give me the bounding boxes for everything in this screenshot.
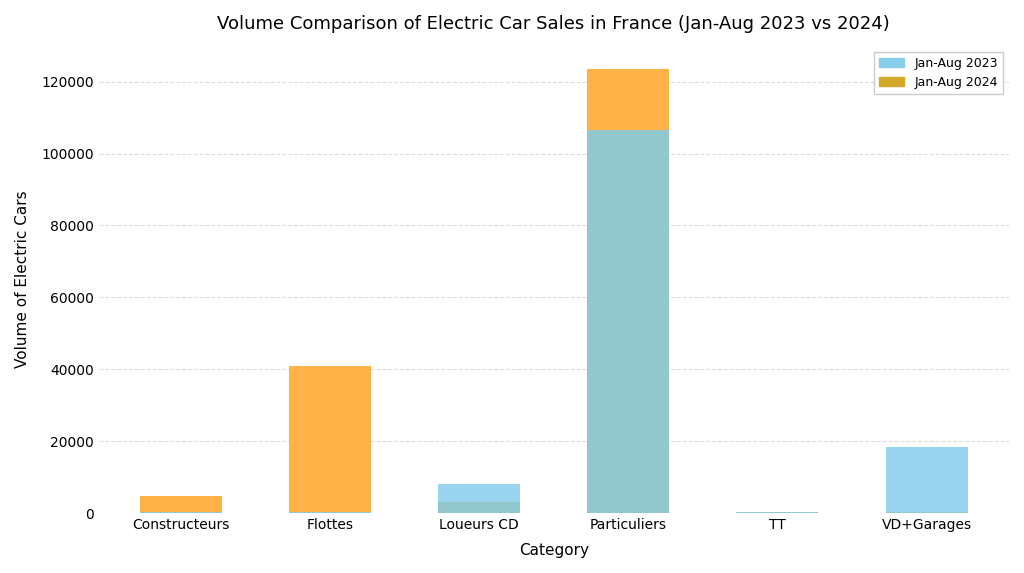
Bar (140, 512, 222, 513)
Bar (140, 496, 222, 512)
Bar (140, 512, 222, 513)
Bar (886, 512, 968, 513)
Bar (289, 366, 371, 512)
Bar (438, 501, 520, 513)
Legend: Jan-Aug 2023, Jan-Aug 2024: Jan-Aug 2023, Jan-Aug 2024 (874, 52, 1002, 94)
Y-axis label: Volume of Electric Cars: Volume of Electric Cars (15, 191, 30, 368)
Bar (588, 130, 670, 513)
Bar (438, 484, 520, 513)
Bar (886, 446, 968, 513)
Bar (588, 69, 670, 130)
Title: Volume Comparison of Electric Car Sales in France (Jan-Aug 2023 vs 2024): Volume Comparison of Electric Car Sales … (217, 15, 890, 33)
X-axis label: Category: Category (519, 543, 589, 558)
Bar (289, 512, 371, 513)
Bar (289, 512, 371, 513)
Bar (588, 130, 670, 513)
